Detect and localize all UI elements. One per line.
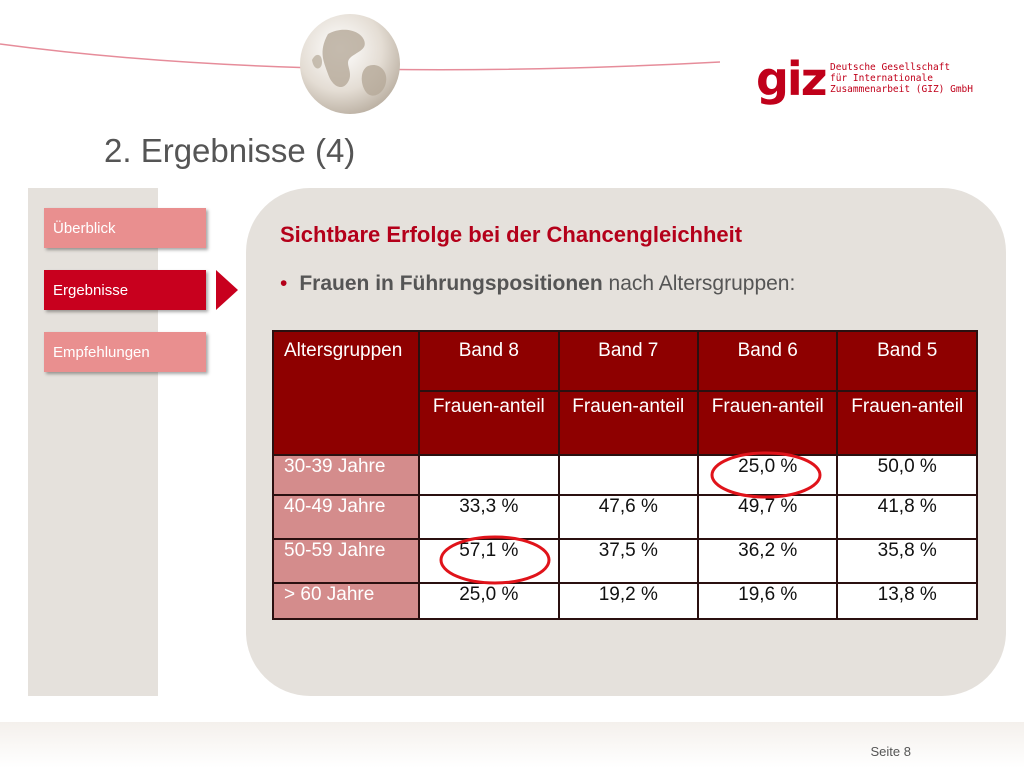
bullet-point: • Frauen in Führungspositionen nach Alter… — [280, 272, 795, 296]
table-row: 50-59 Jahre 57,1 % 37,5 % 36,2 % 35,8 % — [271, 538, 978, 584]
table-cell: 41,8 % — [836, 494, 978, 540]
table-cell — [557, 454, 700, 496]
table-subheader-cell: Frauen-anteil — [418, 390, 560, 456]
row-label-cell: 50-59 Jahre — [271, 538, 421, 584]
table-header-cell: Altersgruppen — [271, 330, 421, 456]
table-cell: 37,5 % — [557, 538, 700, 584]
table-cell: 57,1 % — [418, 538, 560, 584]
nav-item-empfehlungen[interactable]: Empfehlungen — [44, 332, 206, 372]
nav-active-arrow-icon — [216, 270, 238, 310]
table-cell: 33,3 % — [418, 494, 560, 540]
table-subheader-cell: Frauen-anteil — [557, 390, 700, 456]
giz-logo-mark: giz — [756, 52, 827, 106]
footer-band — [0, 722, 1024, 768]
row-label-cell: 40-49 Jahre — [271, 494, 421, 540]
bullet-bold-text: Frauen in Führungspositionen — [299, 272, 603, 295]
table-header-cell: Band 6 — [697, 330, 839, 392]
table-cell: 36,2 % — [697, 538, 839, 584]
table-cell: 35,8 % — [836, 538, 978, 584]
globe-icon — [300, 14, 400, 114]
nav-item-ergebnisse[interactable]: Ergebnisse — [44, 270, 206, 310]
table-cell: 13,8 % — [836, 582, 978, 620]
giz-logo-text: Deutsche Gesellschaft für Internationale… — [830, 62, 1024, 95]
page-number: Seite 8 — [870, 744, 911, 759]
table-cell: 25,0 % — [697, 454, 839, 496]
table-cell: 49,7 % — [697, 494, 839, 540]
table-row: 30-39 Jahre 25,0 % 50,0 % — [271, 454, 978, 496]
data-table: Altersgruppen Band 8 Band 7 Band 6 Band … — [271, 330, 978, 620]
row-label-cell: 30-39 Jahre — [271, 454, 421, 496]
section-subtitle: Sichtbare Erfolge bei der Chancengleichh… — [280, 222, 743, 247]
table-header-row: Altersgruppen Band 8 Band 7 Band 6 Band … — [271, 330, 978, 456]
row-label-cell: > 60 Jahre — [271, 582, 421, 620]
logo-line: für Internationale — [830, 73, 933, 84]
bullet-text: nach Altersgruppen: — [602, 272, 796, 295]
table-subheader-row: Frauen-anteil Frauen-anteil Frauen-antei… — [273, 390, 978, 456]
logo-line: Zusammenarbeit (GIZ) GmbH — [830, 84, 973, 95]
table-header-cell: Band 5 — [836, 330, 978, 392]
sidebar — [28, 188, 158, 696]
page-title: 2. Ergebnisse (4) — [104, 132, 356, 169]
table-header-cell: Band 8 — [418, 330, 560, 392]
table-cell: 19,2 % — [557, 582, 700, 620]
table-header-cell: Band 7 — [557, 330, 700, 392]
table-subheader-cell: Frauen-anteil — [836, 390, 978, 456]
table-cell: 47,6 % — [557, 494, 700, 540]
table-cell — [418, 454, 560, 496]
bullet-icon: • — [280, 272, 288, 295]
logo-line: Deutsche Gesellschaft — [830, 62, 951, 73]
table-cell: 19,6 % — [697, 582, 839, 620]
table-subheader-cell: Frauen-anteil — [697, 390, 839, 456]
table-row: > 60 Jahre 25,0 % 19,2 % 19,6 % 13,8 % — [271, 582, 978, 620]
nav-item-ueberblick[interactable]: Überblick — [44, 208, 206, 248]
table-cell: 25,0 % — [418, 582, 560, 620]
table-cell: 50,0 % — [836, 454, 978, 496]
table-row: 40-49 Jahre 33,3 % 47,6 % 49,7 % 41,8 % — [271, 494, 978, 540]
